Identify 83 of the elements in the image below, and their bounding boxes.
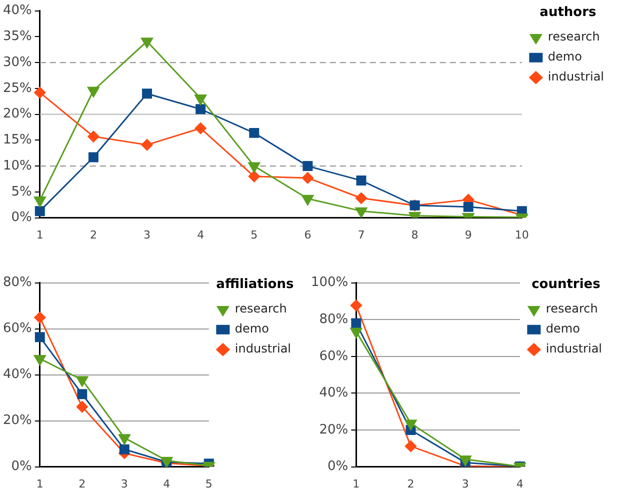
point [350, 300, 362, 312]
x-tick-label: 5 [205, 477, 212, 490]
point [356, 192, 367, 204]
point [356, 176, 366, 186]
x-tick-label: 2 [78, 477, 86, 490]
y-tick-label: 20% [2, 413, 32, 428]
legend-label: industrial [234, 342, 292, 356]
point [34, 332, 45, 342]
x-tick-label: 4 [516, 477, 524, 490]
y-tick-label: 80% [2, 275, 32, 290]
y-tick-label: 40% [319, 386, 348, 401]
point [405, 440, 417, 452]
legend-label: industrial [548, 70, 604, 84]
x-tick-label: 5 [250, 228, 258, 242]
legend-label: research [548, 30, 600, 44]
x-tick-label: 2 [407, 477, 414, 490]
point [196, 104, 206, 114]
y-tick-label: 100% [310, 275, 348, 290]
x-tick-label: 6 [304, 228, 312, 242]
point [88, 130, 100, 142]
point [302, 194, 314, 206]
legend-title: countries [532, 276, 601, 292]
point [34, 312, 46, 324]
legend-title: affiliations [216, 276, 294, 292]
y-tick-label: 40% [2, 367, 32, 382]
point [194, 122, 206, 134]
point [141, 139, 153, 151]
point [34, 86, 46, 98]
y-tick-label: 35% [2, 29, 32, 44]
legend-label: demo [548, 50, 582, 64]
point [248, 170, 260, 182]
y-tick-label: 20% [319, 422, 348, 438]
point [302, 161, 313, 172]
y-tick-label: 80% [319, 312, 348, 327]
x-tick-label: 1 [36, 477, 44, 490]
legend-label: research [546, 302, 598, 316]
x-tick-label: 7 [358, 228, 365, 242]
legend-label: research [234, 302, 287, 316]
point [351, 318, 362, 328]
y-tick-label: 25% [2, 80, 32, 96]
y-tick-label: 60% [319, 348, 348, 364]
y-tick-label: 30% [2, 54, 32, 70]
point [77, 389, 88, 400]
point [248, 162, 260, 173]
legend-title: authors [540, 4, 597, 20]
point [119, 444, 130, 454]
x-tick-label: 9 [464, 228, 472, 242]
y-tick-label: 15% [2, 132, 32, 148]
point [34, 196, 46, 207]
x-tick-label: 4 [197, 228, 204, 242]
x-tick-label: 4 [163, 477, 170, 490]
y-tick-label: 0% [11, 210, 32, 226]
point [463, 202, 474, 212]
x-tick-label: 1 [352, 477, 360, 490]
point [141, 38, 153, 48]
y-tick-label: 5% [11, 184, 32, 200]
point [76, 401, 88, 413]
point [194, 94, 207, 106]
legend-label: demo [234, 322, 269, 336]
point [88, 86, 100, 98]
point [350, 328, 362, 338]
y-tick-label: 40% [2, 3, 32, 18]
point [142, 88, 152, 99]
x-tick-label: 3 [144, 228, 151, 242]
x-tick-label: 1 [36, 228, 44, 242]
y-tick-label: 60% [2, 321, 32, 336]
point [34, 206, 45, 216]
y-tick-label: 20% [2, 106, 32, 122]
point [88, 152, 98, 162]
point [249, 128, 260, 138]
legend-label: industrial [546, 342, 602, 356]
legend-label: demo [546, 322, 580, 336]
y-tick-label: 0% [328, 459, 348, 474]
x-tick-label: 8 [411, 228, 418, 242]
point [34, 354, 46, 366]
y-tick-label: 10% [2, 158, 32, 174]
x-tick-label: 3 [120, 477, 128, 490]
point [302, 172, 314, 184]
point [76, 376, 88, 387]
y-tick-label: 0% [11, 459, 32, 474]
x-tick-label: 2 [90, 228, 97, 242]
x-tick-label: 10 [514, 228, 529, 242]
x-tick-label: 3 [462, 477, 469, 490]
